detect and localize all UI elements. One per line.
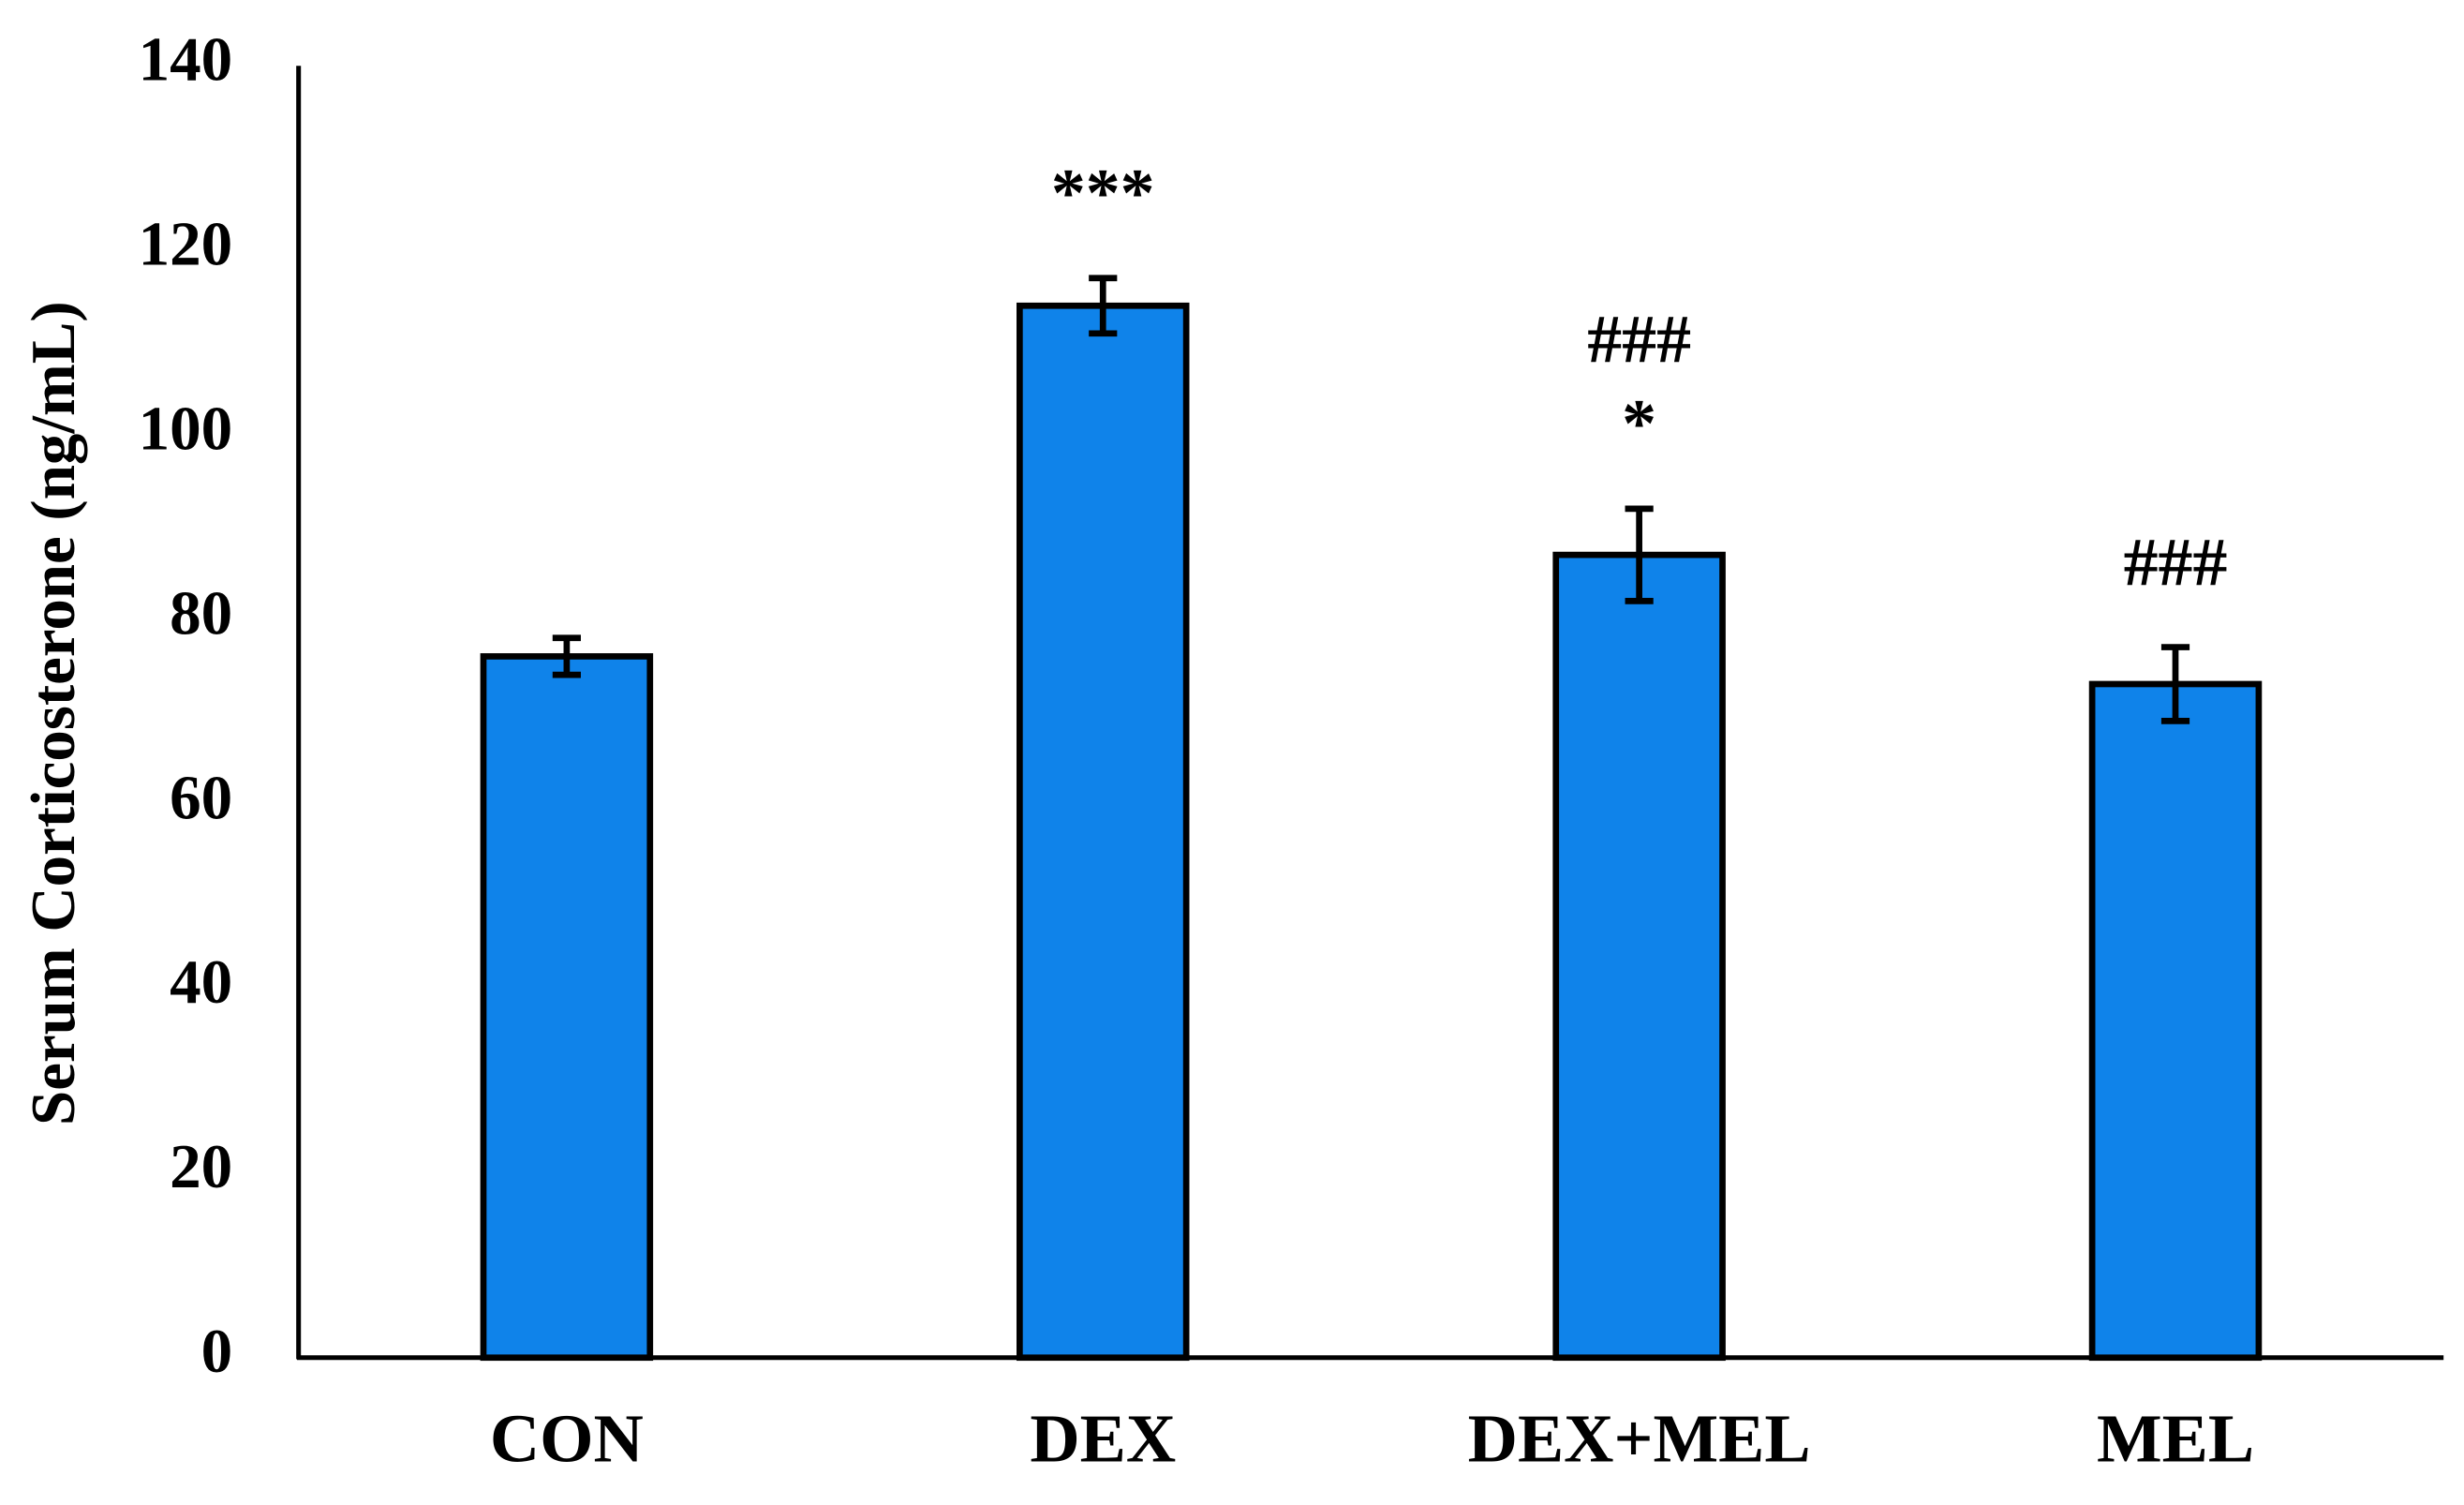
y-tick-label: 60 xyxy=(170,763,232,832)
bar xyxy=(480,653,654,1362)
error-bar xyxy=(1625,505,1654,604)
y-tick-label: 100 xyxy=(139,395,233,464)
error-bar xyxy=(552,634,581,678)
x-tick-label: CON xyxy=(490,1399,644,1476)
significance-label: ### xyxy=(1587,300,1691,377)
significance-label: * xyxy=(1622,384,1656,461)
bar xyxy=(1552,551,1726,1362)
significance-label: ### xyxy=(2124,523,2228,600)
bar xyxy=(1017,302,1190,1362)
y-tick-label: 120 xyxy=(139,210,233,279)
y-tick-label: 80 xyxy=(170,578,232,648)
x-tick-label: DEX xyxy=(1030,1399,1176,1476)
y-tick-label: 0 xyxy=(201,1317,233,1386)
error-bar xyxy=(2160,644,2190,724)
significance-label: *** xyxy=(1051,154,1155,231)
y-tick-label: 140 xyxy=(139,25,233,95)
error-bar xyxy=(1089,275,1118,337)
y-axis-title: Serum Corticosterone (ng/mL) xyxy=(19,301,88,1125)
x-tick-label: DEX+MEL xyxy=(1468,1399,1811,1476)
x-tick-label: MEL xyxy=(2097,1399,2254,1476)
y-tick-label: 40 xyxy=(170,947,232,1017)
bar xyxy=(2088,680,2263,1362)
y-tick-label: 20 xyxy=(170,1132,232,1201)
